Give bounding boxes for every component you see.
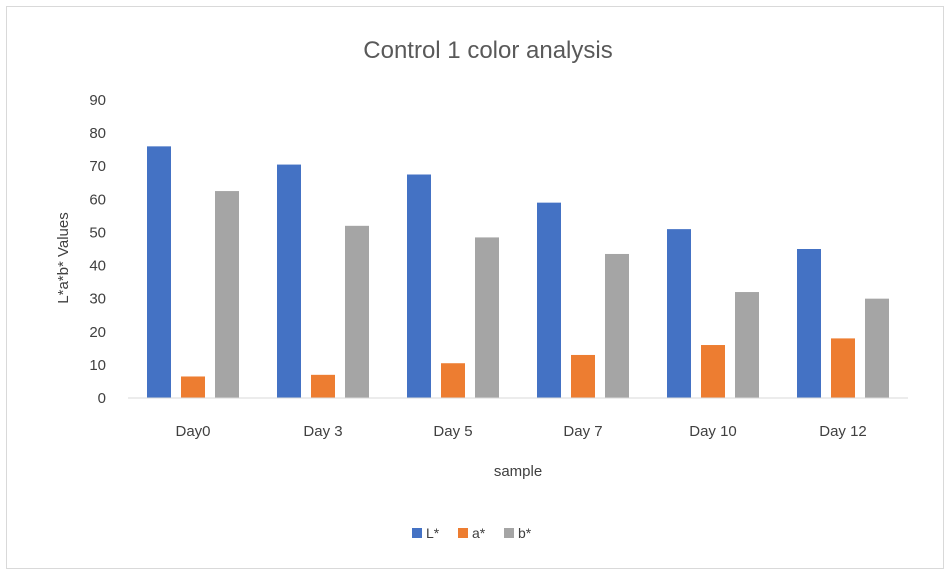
bar-a-day3 xyxy=(311,374,335,398)
bar-a-day0 xyxy=(181,376,205,398)
bar-b-day5 xyxy=(475,237,499,398)
y-tick-label: 60 xyxy=(89,191,106,208)
y-tick-label: 0 xyxy=(98,390,106,407)
x-tick-label: Day 5 xyxy=(433,423,472,440)
x-axis-ticks: Day0 Day 3 Day 5 Day 7 Day 10 Day 12 xyxy=(175,423,866,440)
bar-a-day7 xyxy=(571,354,595,398)
y-tick-label: 50 xyxy=(89,224,106,241)
bar-L-day0 xyxy=(147,146,171,398)
y-tick-label: 30 xyxy=(89,291,106,308)
chart-title: Control 1 color analysis xyxy=(363,37,612,64)
legend-swatch xyxy=(412,528,422,538)
legend-swatch xyxy=(458,528,468,538)
bar-b-day12 xyxy=(865,298,889,398)
y-tick-label: 40 xyxy=(89,258,106,275)
y-axis-title: L*a*b* Values xyxy=(55,212,72,303)
bar-b-day3 xyxy=(345,225,369,398)
bar-b-day10 xyxy=(735,292,759,398)
x-tick-label: Day 3 xyxy=(303,423,342,440)
bar-L-day12 xyxy=(797,249,821,398)
x-axis-title: sample xyxy=(494,463,542,480)
legend: L* a* b* xyxy=(412,525,532,541)
legend-label: a* xyxy=(472,525,486,541)
legend-swatch xyxy=(504,528,514,538)
x-tick-label: Day 7 xyxy=(563,423,602,440)
bar-L-day5 xyxy=(407,174,431,398)
y-tick-label: 10 xyxy=(89,357,106,374)
legend-label: L* xyxy=(426,525,440,541)
bar-b-day0 xyxy=(215,191,239,398)
y-tick-label: 80 xyxy=(89,125,106,142)
bar-a-day12 xyxy=(831,338,855,398)
bar-L-day3 xyxy=(277,164,301,398)
bar-a-day10 xyxy=(701,345,725,398)
y-axis-ticks: 0 10 20 30 40 50 60 70 80 90 xyxy=(89,92,106,407)
x-tick-label: Day 10 xyxy=(689,423,737,440)
x-tick-label: Day0 xyxy=(175,423,210,440)
bar-a-day5 xyxy=(441,363,465,398)
y-tick-label: 20 xyxy=(89,324,106,341)
bar-L-day10 xyxy=(667,229,691,398)
y-tick-label: 70 xyxy=(89,158,106,175)
y-tick-label: 90 xyxy=(89,92,106,109)
x-tick-label: Day 12 xyxy=(819,423,867,440)
bars xyxy=(147,146,889,398)
bar-L-day7 xyxy=(537,202,561,398)
bar-b-day7 xyxy=(605,253,629,398)
legend-label: b* xyxy=(518,525,532,541)
